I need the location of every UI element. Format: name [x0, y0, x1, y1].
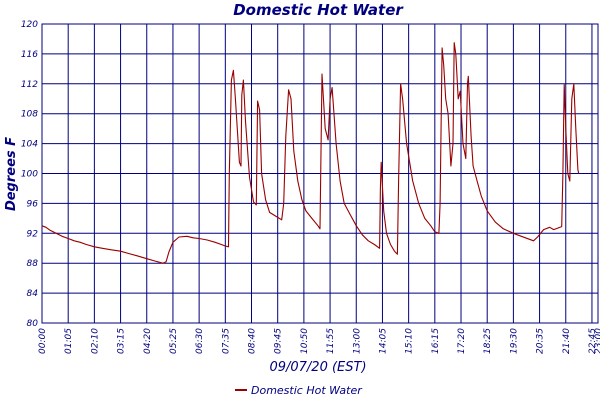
- series-line-0: [41, 42, 580, 264]
- x-tick-label: 06:30: [195, 328, 205, 354]
- y-tick-label: 84: [27, 289, 39, 299]
- y-tick-label: 88: [27, 259, 39, 269]
- y-tick-label: 120: [21, 20, 38, 30]
- y-tick-label: 108: [21, 110, 38, 120]
- x-tick-labels: 00:00 01:05 02:10 03:15 04:20 05:25 06:30 07:35…: [38, 328, 600, 354]
- y-tick-label: 100: [21, 170, 38, 180]
- x-tick-label: 11:55: [326, 328, 336, 354]
- x-tick-label: 21:40: [562, 328, 572, 354]
- plot-frame: [41, 23, 599, 324]
- x-tick-label: 08:40: [248, 328, 258, 354]
- x-tick-label: 03:15: [117, 328, 127, 354]
- x-tick-label: 07:35: [221, 328, 231, 354]
- x-tick-label: 02:10: [90, 328, 100, 354]
- y-tick-label: 116: [21, 50, 38, 60]
- legend-label: Domestic Hot Water: [251, 384, 363, 397]
- y-tick-label: 92: [27, 229, 39, 239]
- grid: [41, 23, 599, 324]
- y-tick-label: 112: [21, 80, 38, 90]
- y-tick-labels: 80 84 88 92 96 100 104 108 112 116 120: [21, 20, 38, 329]
- x-tick-label: 20:35: [536, 328, 546, 354]
- y-tick-label: 104: [21, 140, 38, 150]
- legend: Domestic Hot Water: [235, 384, 363, 397]
- x-tick-label: 09:45: [274, 328, 284, 354]
- x-tick-label: 22:45: [588, 328, 598, 354]
- y-tick-label: 96: [27, 199, 39, 209]
- x-tick-label: 18:25: [483, 328, 493, 354]
- x-tick-label: 10:50: [300, 328, 310, 354]
- x-tick-label: 00:00: [38, 328, 48, 354]
- chart-title: Domestic Hot Water: [233, 1, 404, 19]
- x-tick-label: 19:30: [509, 328, 519, 354]
- x-tick-label: 04:20: [143, 328, 153, 354]
- x-tick-label: 17:20: [457, 328, 467, 354]
- x-tick-label: 05:25: [169, 328, 179, 354]
- x-tick-label: 14:05: [378, 328, 388, 354]
- y-tick-label: 80: [27, 319, 39, 329]
- x-tick-label: 23:00: [594, 328, 600, 354]
- x-tick-label: 15:10: [405, 328, 415, 354]
- x-tick-label: 01:05: [64, 328, 74, 354]
- y-axis-label: Degrees F: [4, 137, 19, 211]
- x-tick-label: 13:00: [352, 328, 362, 354]
- plot-border: [41, 23, 599, 324]
- series-layer: [41, 42, 580, 264]
- x-tick-label: 16:15: [431, 328, 441, 354]
- x-axis-label: 09/07/20 (EST): [269, 360, 366, 375]
